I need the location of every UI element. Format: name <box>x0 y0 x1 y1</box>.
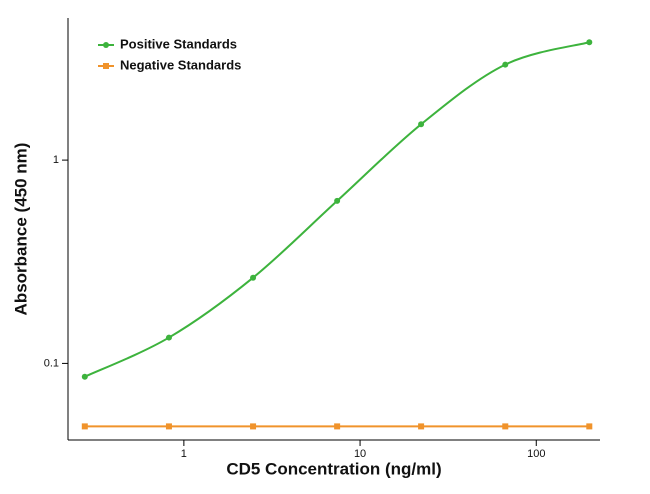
x-tick-label: 1 <box>181 448 187 460</box>
y-tick-label: 1 <box>53 154 59 166</box>
legend-marker <box>103 63 109 69</box>
data-point <box>250 274 257 281</box>
data-point <box>81 373 88 380</box>
data-point <box>81 423 88 430</box>
data-point <box>418 121 425 128</box>
data-point <box>165 334 172 341</box>
data-point <box>165 423 172 430</box>
y-tick-label: 0.1 <box>44 357 59 369</box>
legend-label: Positive Standards <box>120 36 237 51</box>
x-axis-title: CD5 Concentration (ng/ml) <box>226 459 441 478</box>
legend-label: Negative Standards <box>120 57 241 72</box>
data-point <box>502 423 509 430</box>
x-tick-label: 10 <box>354 448 366 460</box>
data-point <box>418 423 425 430</box>
data-point <box>334 423 341 430</box>
series-line <box>84 41 590 378</box>
x-tick-label: 100 <box>527 448 545 460</box>
data-point <box>334 197 341 204</box>
data-point <box>502 61 509 68</box>
data-point <box>586 423 593 430</box>
legend-marker <box>103 42 109 48</box>
data-point <box>250 423 257 430</box>
y-axis-title: Absorbance (450 nm) <box>11 143 30 316</box>
data-point <box>586 39 593 46</box>
